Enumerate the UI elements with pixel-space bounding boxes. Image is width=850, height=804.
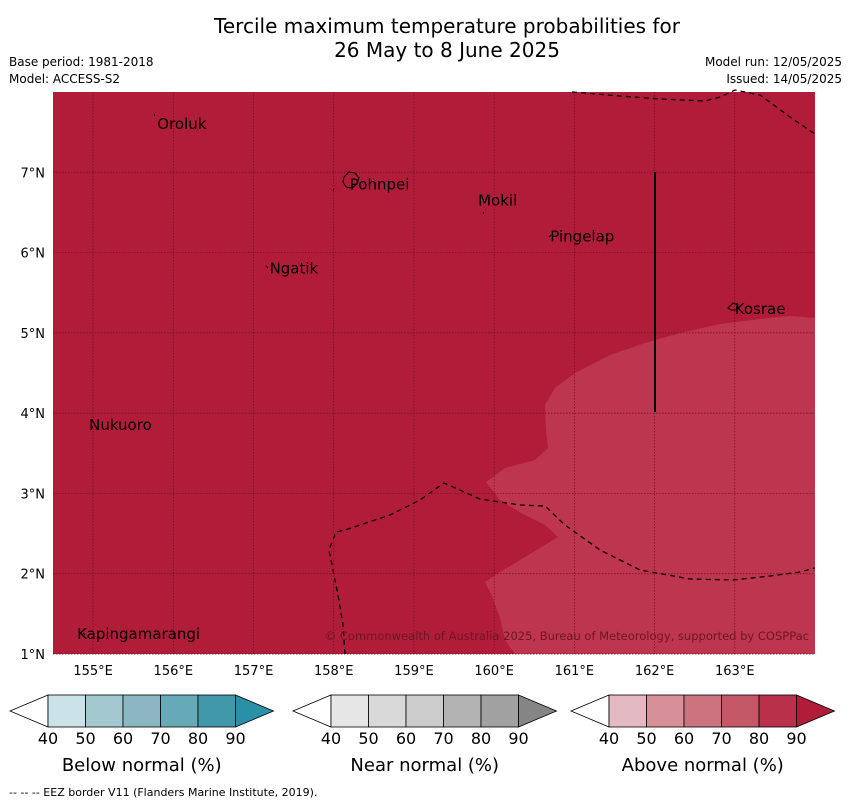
colorbar-tick-label: 50 (636, 729, 657, 748)
kosrae-island-outline (727, 302, 739, 311)
issued-date: Issued: 14/05/2025 (726, 72, 842, 86)
colorbar-segment (405, 694, 444, 728)
pohnpei-islet (332, 187, 335, 192)
ngatik-atoll (265, 265, 269, 269)
x-tick-label: 158°E (314, 664, 354, 679)
y-tick-label: 1°N (21, 648, 46, 663)
colorbar-0 (9, 694, 275, 728)
islands (82, 113, 739, 636)
colorbar-tick-label: 80 (748, 729, 770, 748)
map-title: Tercile maximum temperature probabilitie… (0, 14, 850, 62)
title-line-1: Tercile maximum temperature probabilitie… (214, 14, 680, 38)
colorbar-segment (85, 694, 124, 728)
x-tick-label: 157°E (234, 664, 274, 679)
model-run: Model run: 12/05/2025 (704, 55, 842, 69)
pohnpei-island-outline (342, 171, 360, 189)
base-period: Base period: 1981-2018 (9, 55, 154, 69)
y-tick-label: 7°N (21, 166, 46, 181)
colorbar-tick-label: 50 (75, 729, 96, 748)
place-label-mokil: Mokil (478, 191, 517, 209)
colorbar-segment (443, 694, 482, 728)
colorbar-segment (758, 694, 797, 728)
colorbar-lower-extension (570, 694, 610, 728)
kapingamarangi-atoll (82, 632, 86, 636)
colorbar-tick-label: 90 (508, 729, 529, 748)
graticule (53, 92, 815, 655)
colorbar-segment (368, 694, 407, 728)
y-axis-ticks: 1°N 2°N 3°N 4°N 5°N 6°N 7°N (21, 166, 46, 663)
colorbar-tick-label: 40 (320, 729, 342, 748)
x-tick-label: 160°E (474, 664, 514, 679)
left-metadata: Base period: 1981-2018 Model: ACCESS-S2 (9, 54, 154, 88)
colorbar-tick-label: 40 (37, 729, 59, 748)
x-axis-ticks: 155°E 156°E 157°E 158°E 159°E 160°E 161°E 162°E… (73, 664, 754, 679)
eez-border-north (571, 89, 816, 135)
colorbar-tick-label: 90 (786, 729, 807, 748)
colorbar-lower-extension (292, 694, 332, 728)
colorbar-tick-label: 90 (225, 729, 246, 748)
x-tick-label: 159°E (394, 664, 434, 679)
nukuoro-atoll (90, 424, 94, 429)
probability-region-70-80 (485, 316, 815, 654)
colorbar-tick-label: 40 (598, 729, 620, 748)
colorbar-lower-extension (9, 694, 49, 728)
right-metadata: Model run: 12/05/2025 Issued: 14/05/2025 (705, 54, 842, 88)
colorbar-2 (570, 694, 836, 728)
eez-footnote: -- -- -- EEZ border V11 (Flanders Marine… (9, 786, 318, 799)
colorbar-tick-label: 60 (673, 729, 695, 748)
eez-border-south (328, 482, 816, 655)
model-name: Model: ACCESS-S2 (9, 72, 121, 86)
y-tick-label: 3°N (21, 487, 46, 502)
colorbar-segment (608, 694, 647, 728)
y-tick-label: 2°N (21, 568, 46, 583)
x-tick-label: 162°E (635, 664, 675, 679)
colorbar-segment (160, 694, 199, 728)
oroluk-atoll (153, 113, 156, 117)
copyright-notice: © Commonwealth of Australia 2025, Bureau… (325, 629, 809, 643)
pingelap-atoll (548, 234, 552, 238)
place-label-pohnpei: Pohnpei (350, 175, 410, 193)
colorbar-title: Below normal (%) (61, 755, 222, 776)
colorbar-tick-label: 50 (358, 729, 379, 748)
place-label-kosrae: Kosrae (735, 300, 786, 318)
x-tick-label: 156°E (154, 664, 194, 679)
colorbar-segment (330, 694, 369, 728)
colorbar-segment (197, 694, 236, 728)
y-tick-label: 4°N (21, 407, 46, 422)
colorbar-title: Above normal (%) (621, 755, 784, 776)
colorbar-upper-extension (796, 694, 836, 728)
y-tick-label: 5°N (21, 327, 46, 342)
place-label-nukuoro: Nukuoro (89, 416, 152, 434)
colorbar-segment (122, 694, 161, 728)
colorbar-tick-label: 80 (470, 729, 492, 748)
eez-border (328, 89, 816, 655)
place-label-ngatik: Ngatik (270, 260, 319, 278)
mokil-atoll (482, 211, 485, 215)
colorbar-title: Near normal (%) (350, 755, 500, 776)
colorbar-segment (646, 694, 685, 728)
colorbar-1 (292, 694, 558, 728)
x-tick-label: 161°E (555, 664, 595, 679)
place-label-kapingamarangi: Kapingamarangi (77, 625, 200, 643)
probability-map: Oroluk Pohnpei Mokil Pingelap Ngatik Kosrae Nu… (21, 89, 816, 679)
place-label-oroluk: Oroluk (157, 115, 206, 133)
colorbar-tick-label: 60 (112, 729, 134, 748)
colorbar-tick-label: 70 (433, 729, 454, 748)
colorbar-segment (683, 694, 722, 728)
colorbar-tick-label: 60 (395, 729, 417, 748)
place-label-pingelap: Pingelap (550, 228, 614, 246)
x-tick-label: 155°E (73, 664, 113, 679)
x-tick-label: 163°E (715, 664, 755, 679)
title-line-2: 26 May to 8 June 2025 (334, 38, 560, 62)
colorbar-tick-label: 80 (187, 729, 209, 748)
colorbar-tick-label: 70 (711, 729, 732, 748)
colorbar-upper-extension (235, 694, 275, 728)
colorbar-segment (480, 694, 519, 728)
colorbar-segment (47, 694, 86, 728)
place-labels: Oroluk Pohnpei Mokil Pingelap Ngatik Kosrae Nu… (77, 115, 785, 643)
colorbar-segment (721, 694, 760, 728)
y-tick-label: 6°N (21, 247, 46, 262)
colorbar-tick-label: 70 (150, 729, 171, 748)
colorbar-upper-extension (518, 694, 558, 728)
